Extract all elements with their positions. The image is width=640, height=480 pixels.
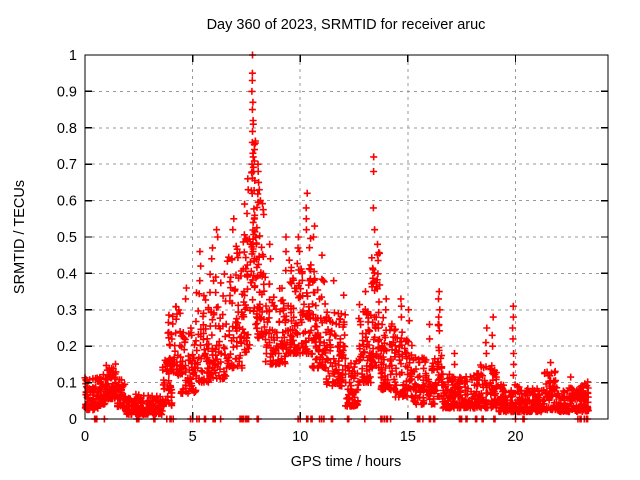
y-axis-label: SRMTID / TECUs bbox=[12, 180, 28, 294]
y-tick-label: 0.1 bbox=[57, 376, 77, 392]
axis-ticks bbox=[84, 54, 608, 420]
x-axis-label: GPS time / hours bbox=[291, 454, 401, 470]
x-tick-label: 15 bbox=[400, 429, 416, 445]
x-tick-label: 0 bbox=[81, 429, 89, 445]
y-tick-label: 0.9 bbox=[57, 84, 77, 100]
y-tick-label: 0 bbox=[69, 412, 77, 428]
y-tick-label: 0.6 bbox=[57, 194, 77, 210]
y-tick-label: 0.3 bbox=[57, 303, 77, 319]
y-tick-label: 0.5 bbox=[57, 230, 77, 246]
x-tick-label: 10 bbox=[292, 429, 308, 445]
scatter-points bbox=[81, 51, 592, 423]
y-tick-label: 0.8 bbox=[57, 121, 77, 137]
y-tick-label: 0.7 bbox=[57, 157, 77, 173]
tick-labels: 0 5 10 15 20 0 0.1 0.2 0.3 0.4 0.5 0.6 0.7 0.8 0.9 1 bbox=[57, 48, 524, 445]
y-tick-label: 1 bbox=[69, 48, 77, 64]
x-tick-label: 5 bbox=[189, 429, 197, 445]
chart-title: Day 360 of 2023, SRMTID for receiver aru… bbox=[207, 17, 486, 33]
grid-lines bbox=[85, 55, 608, 419]
x-tick-label: 20 bbox=[507, 429, 523, 445]
y-tick-label: 0.2 bbox=[57, 339, 77, 355]
y-tick-label: 0.4 bbox=[57, 266, 77, 282]
